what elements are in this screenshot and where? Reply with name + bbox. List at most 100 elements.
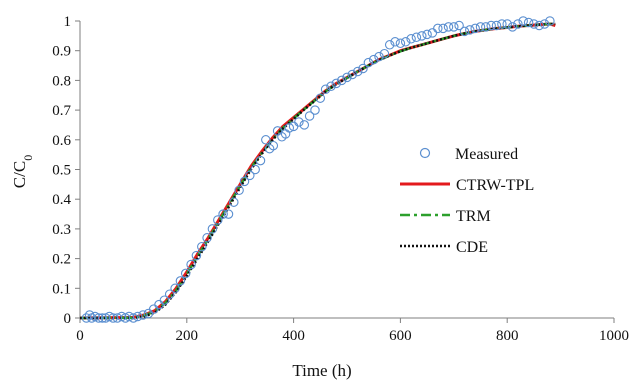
x-tick-label: 0 [76, 328, 84, 344]
ctrw-tpl-line [79, 22, 556, 320]
measured-point [475, 22, 486, 32]
legend-label: Measured [455, 146, 518, 163]
measured-point [223, 209, 234, 219]
measured-point [347, 69, 358, 80]
measured-point [202, 233, 212, 243]
y-axis-title-subscript: 0 [21, 155, 35, 161]
y-tick-label: 0.8 [52, 73, 71, 89]
measured-point [443, 22, 454, 32]
y-tick-label: 0.2 [52, 252, 71, 268]
measured-point [326, 81, 336, 92]
measured-point [539, 19, 550, 29]
measured-point [138, 310, 148, 320]
measured-point [411, 32, 422, 43]
measured-point [207, 224, 218, 234]
measured-point [523, 17, 534, 28]
measured-point [358, 63, 368, 74]
legend-item: TRM [400, 208, 491, 225]
x-tick-label: 800 [496, 328, 519, 344]
measured-point [534, 20, 544, 31]
legend-label: TRM [456, 208, 491, 225]
measured-point [299, 120, 310, 130]
measured-point [197, 241, 207, 252]
measured-point [491, 20, 502, 31]
measured-point [164, 289, 175, 299]
measured-point [454, 20, 464, 31]
legend-marker [419, 147, 431, 159]
measured-point [239, 176, 250, 187]
measured-point [304, 111, 315, 121]
measured-point [255, 155, 266, 166]
measured-point [84, 310, 95, 320]
measured-point [175, 276, 186, 286]
measured-point [336, 75, 347, 86]
measured-points [81, 16, 555, 323]
y-tick-label: 0 [64, 311, 72, 327]
y-tick-label: 0.4 [52, 192, 71, 208]
measured-point [132, 311, 143, 322]
measured-point [261, 135, 271, 145]
measured-point [433, 23, 443, 34]
legend-label: CDE [456, 239, 488, 256]
measured-point [497, 19, 507, 29]
measured-point [449, 22, 459, 32]
measured-point [384, 40, 395, 50]
axes: 0 0.1 0.2 0.3 0.4 0.5 0.6 0.7 0.8 0.9 1 0 200 400 600 8… [10, 14, 629, 380]
y-axis-title-base: C/C [10, 161, 29, 188]
measured-point [438, 23, 448, 34]
measured-point [342, 72, 352, 83]
measured-point [400, 37, 411, 47]
measured-point [395, 38, 406, 49]
measured-point [250, 164, 260, 175]
measured-point [229, 197, 239, 207]
x-tick-label: 400 [282, 328, 305, 344]
x-axis-title: Time (h) [292, 361, 351, 380]
measured-point [331, 78, 342, 89]
measured-point [320, 84, 331, 95]
measured-point [481, 22, 491, 32]
measured-point [218, 209, 228, 219]
measured-point [180, 268, 191, 279]
measured-point [465, 25, 475, 35]
measured-point [363, 57, 374, 68]
legend-item: Measured [419, 146, 518, 163]
measured-point [352, 66, 363, 77]
measured-point [315, 93, 326, 103]
legend-item: CTRW-TPL [400, 177, 534, 194]
measured-point [170, 283, 180, 294]
y-tick-label: 0.3 [52, 222, 71, 238]
measured-point [284, 123, 295, 133]
measured-point [379, 48, 390, 59]
measured-point [406, 34, 416, 44]
measured-point [518, 16, 528, 26]
measured-point [390, 37, 400, 47]
measured-point [459, 26, 470, 37]
measured-point [245, 170, 255, 181]
measured-point [513, 19, 523, 29]
measured-point [368, 54, 379, 65]
measured-point [486, 20, 496, 31]
x-tick-label: 600 [389, 328, 412, 344]
cde-line [80, 22, 556, 320]
measured-point [191, 250, 202, 261]
measured-point [128, 313, 139, 323]
measured-point [159, 295, 170, 305]
measured-point [93, 313, 104, 323]
y-tick-label: 0.5 [52, 163, 71, 179]
legend-item: CDE [400, 239, 488, 256]
legend: Measured CTRW-TPL TRM CDE [400, 146, 534, 256]
measured-point [422, 29, 432, 40]
measured-point [470, 23, 480, 34]
measured-point [268, 140, 279, 151]
measured-point [545, 16, 555, 26]
measured-point [234, 185, 244, 196]
measured-point [97, 313, 108, 323]
legend-label: CTRW-TPL [456, 177, 534, 194]
y-tick-label: 0.7 [52, 103, 71, 119]
x-tick-label: 1000 [599, 328, 629, 344]
y-axis-title: C/C0 [10, 155, 35, 188]
measured-point [310, 105, 320, 115]
trm-line [79, 22, 556, 320]
